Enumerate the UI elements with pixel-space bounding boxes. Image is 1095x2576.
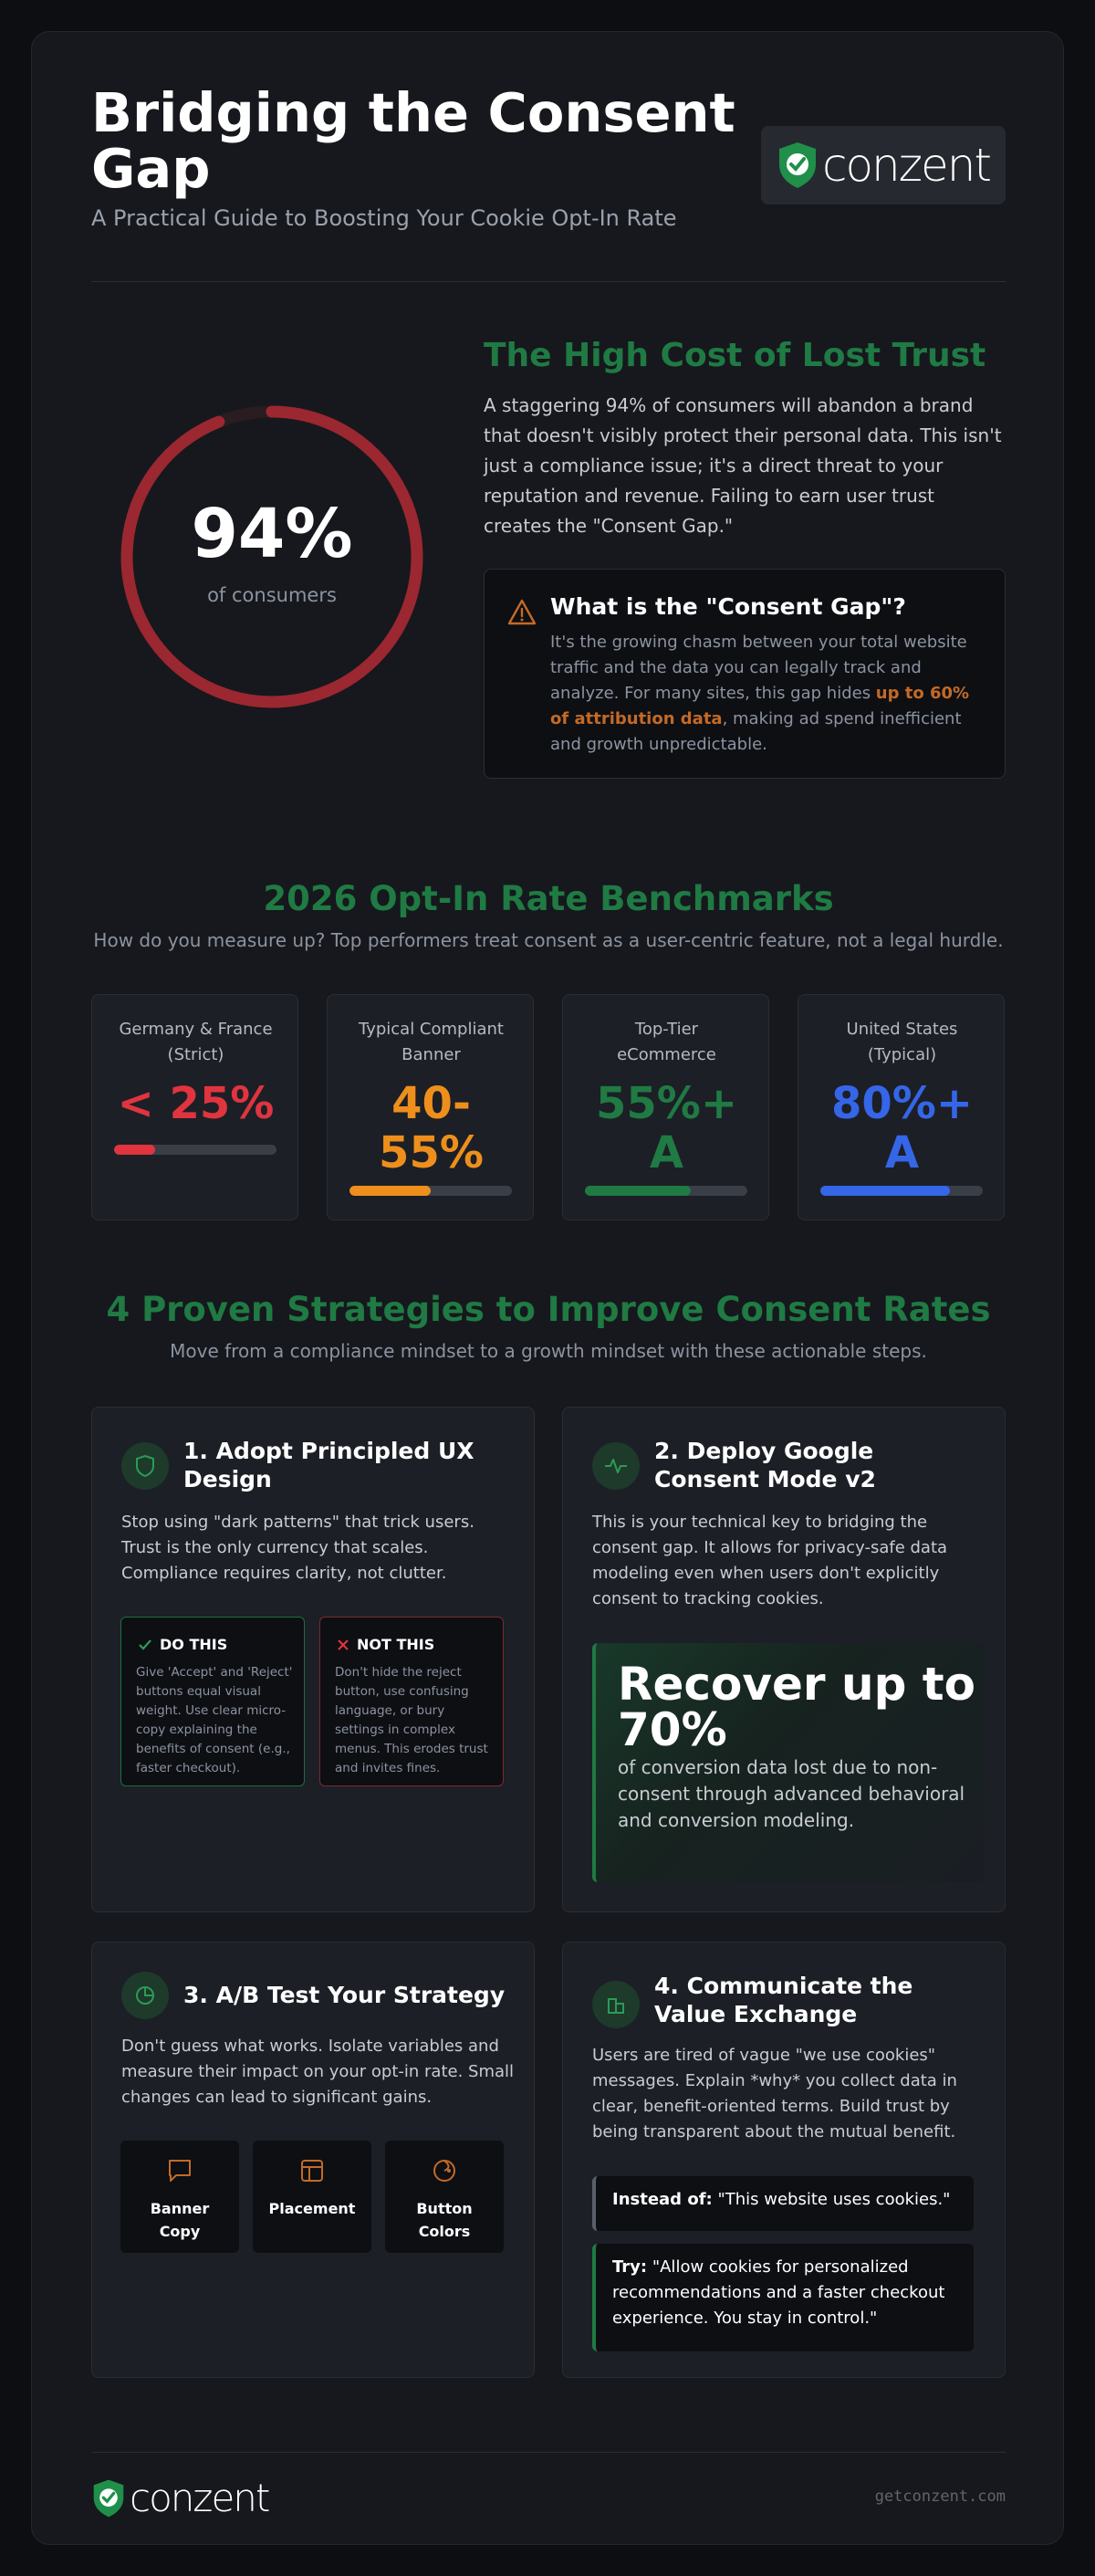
instead-of-label: Instead of: (612, 2190, 713, 2209)
strategies-subtitle: Move from a compliance mindset to a grow… (170, 1340, 927, 1362)
layout-icon (301, 2160, 323, 2182)
gap-highlight: up to 60% of attribution data (550, 684, 970, 728)
strategy-body: Stop using "dark patterns" that trick us… (121, 1513, 474, 1583)
cost-title: The High Cost of Lost Trust (484, 337, 986, 374)
footer-logo-text: conzent (130, 2476, 270, 2520)
benchmark-bar-fill (349, 1186, 431, 1196)
benchmark-bar (820, 1186, 983, 1196)
shield-icon (121, 1442, 169, 1490)
strategy-card-consent-mode: 2. Deploy Google Consent Mode v2 This is… (562, 1407, 1006, 1912)
benchmarks-title: 2026 Opt-In Rate Benchmarks (263, 879, 834, 918)
do-this-header: DO THIS (138, 1636, 227, 1653)
building-icon (592, 1981, 640, 2028)
benchmark-value: 40-55% (379, 1078, 484, 1178)
activity-icon (592, 1442, 640, 1490)
instead-of-quote: Instead of: "This website uses cookies." (592, 2176, 974, 2231)
benchmark-value: 55%+ A (595, 1078, 738, 1178)
stat-label: of consumers (207, 584, 337, 606)
benchmark-bar-fill (585, 1186, 691, 1196)
x-icon (338, 1639, 349, 1650)
benchmarks-subtitle: How do you measure up? Top performers tr… (93, 929, 1004, 951)
strategy-title: 2. Deploy Google Consent Mode v2 (654, 1438, 876, 1492)
checkmark-icon (139, 1639, 151, 1650)
instead-of-text: "This website uses cookies." (717, 2190, 951, 2209)
ab-tile-banner-copy[interactable]: Banner Copy (120, 2141, 239, 2253)
infographic-card: Bridging the Consent Gap A Practical Gui… (31, 31, 1064, 2545)
strategy-title: 3. A/B Test Your Strategy (183, 1982, 506, 2008)
ring-chart (120, 405, 423, 708)
not-this-box: NOT THIS Don't hide the reject button, u… (319, 1617, 504, 1786)
benchmark-label: Typical Compliant Banner (359, 1020, 504, 1064)
footer-logo[interactable]: conzent (91, 2476, 270, 2520)
gap-body: It's the growing chasm between your tota… (550, 630, 988, 758)
benchmark-card: Top-Tier eCommerce 55%+ A (562, 994, 769, 1220)
benchmark-label: Germany & France (Strict) (119, 1020, 273, 1064)
benchmark-value: < 25% (117, 1078, 275, 1129)
try-quote: Try: "Allow cookies for personalized rec… (592, 2244, 974, 2351)
benchmark-card: Germany & France (Strict) < 25% (91, 994, 298, 1220)
try-text: "Allow cookies for personalized recommen… (612, 2257, 945, 2328)
pie-chart-icon (121, 1972, 169, 2019)
not-this-label: NOT THIS (357, 1636, 435, 1653)
ab-tile-placement[interactable]: Placement (253, 2141, 371, 2253)
benchmark-bar (585, 1186, 747, 1196)
footer-divider (91, 2452, 1006, 2453)
gap-body-text: It's the growing chasm between your tota… (550, 633, 967, 703)
try-label: Try: (612, 2257, 648, 2277)
strategy-title: 4. Communicate the Value Exchange (654, 1973, 913, 2027)
shield-check-icon (778, 142, 816, 188)
brand-logo-text: conzent (821, 139, 992, 192)
consent-gap-callout: What is the "Consent Gap"? It's the grow… (484, 569, 1006, 779)
stat-ring: 94% of consumers (120, 405, 423, 708)
ab-tile-button-colors[interactable]: Button Colors (385, 2141, 504, 2253)
page-subtitle: A Practical Guide to Boosting Your Cooki… (91, 205, 677, 231)
benchmark-value: 80%+ A (830, 1078, 974, 1178)
do-this-label: DO THIS (160, 1636, 228, 1653)
benchmark-label: Top-Tier eCommerce (617, 1020, 716, 1064)
benchmark-bar (114, 1145, 276, 1155)
divider (91, 281, 1006, 282)
benchmark-card: United States (Typical) 80%+ A (798, 994, 1005, 1220)
strategy-title: 1. Adopt Principled UX Design (183, 1438, 474, 1492)
strategy-body: Users are tired of vague "we use cookies… (592, 2046, 957, 2141)
color-palette-icon (433, 2160, 455, 2182)
recover-callout: Recover up to 70% of conversion data los… (592, 1643, 985, 1882)
brand-logo-box[interactable]: conzent (761, 126, 1006, 204)
ab-tile-label: Banner Copy (150, 2200, 210, 2240)
gap-body-text-end: , making ad spend inefficient and growth… (550, 709, 962, 754)
strategy-card-value-exchange: 4. Communicate the Value Exchange Users … (562, 1942, 1006, 2378)
benchmark-card: Typical Compliant Banner 40-55% (327, 994, 534, 1220)
do-this-body: Give 'Accept' and 'Reject' buttons equal… (136, 1665, 293, 1775)
benchmark-bar-fill (820, 1186, 951, 1196)
strategies-title: 4 Proven Strategies to Improve Consent R… (106, 1290, 991, 1329)
shield-check-icon (93, 2479, 124, 2518)
benchmark-bar-fill (114, 1145, 155, 1155)
ab-tile-label: Button Colors (416, 2200, 473, 2240)
do-this-box: DO THIS Give 'Accept' and 'Reject' butto… (120, 1617, 305, 1786)
footer-url-link[interactable]: getconzent.com (874, 2487, 1006, 2506)
not-this-header: NOT THIS (337, 1636, 434, 1653)
brand-logo: conzent (777, 139, 992, 192)
page-title: Bridging the Consent Gap (91, 81, 735, 200)
stat-value: 94% (191, 495, 353, 573)
not-this-body: Don't hide the reject button, use confus… (335, 1665, 488, 1775)
recover-detail: of conversion data lost due to non-conse… (618, 1756, 965, 1831)
gap-title: What is the "Consent Gap"? (550, 593, 906, 620)
strategy-body: This is your technical key to bridging t… (592, 1513, 948, 1608)
strategy-body: Don't guess what works. Isolate variable… (121, 2037, 515, 2107)
ab-tile-label: Placement (268, 2200, 356, 2217)
cost-body: A staggering 94% of consumers will aband… (484, 394, 1002, 537)
benchmark-label: United States (Typical) (846, 1020, 958, 1064)
ring-progress (120, 405, 423, 708)
benchmark-bar (349, 1186, 512, 1196)
message-icon (169, 2160, 191, 2182)
recover-headline: Recover up to 70% (618, 1658, 976, 1756)
warning-icon (507, 599, 537, 625)
